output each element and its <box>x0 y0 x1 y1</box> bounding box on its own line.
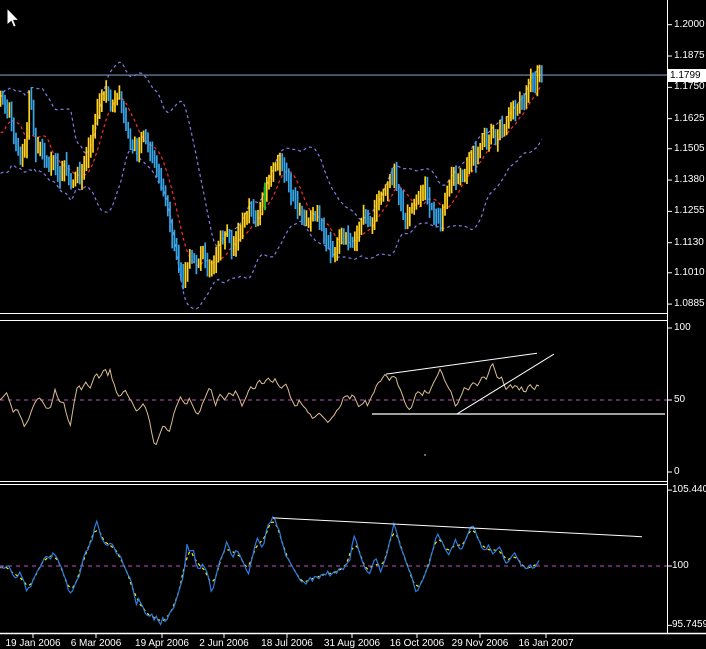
momentum-line <box>0 515 540 626</box>
middle-axis-label: 100 <box>674 322 691 333</box>
bollinger-upper-band <box>0 61 543 249</box>
date-axis-label: 31 Aug 2006 <box>323 638 381 649</box>
bottom-axis-label: 105.4402 <box>672 484 706 496</box>
axis-ticks <box>32 24 672 638</box>
price-axis-label: 1.1875 <box>674 50 705 62</box>
price-axis-label: 1.1505 <box>674 142 705 154</box>
price-axis-label: 1.1130 <box>674 236 704 248</box>
bottom-axis-label: 100 <box>672 560 689 571</box>
panel-frames <box>0 0 706 635</box>
momentum-panel[interactable] <box>0 515 667 626</box>
bottom-axis-label: 95.7459 <box>672 619 706 631</box>
date-axis-label: 6 Mar 2006 <box>70 638 122 649</box>
rsi-panel[interactable] <box>0 352 667 456</box>
rsi-trendline-2[interactable] <box>456 353 555 415</box>
main-price-panel[interactable] <box>0 61 667 310</box>
date-axis-label: 2 Jun 2006 <box>199 638 249 649</box>
price-axis-label: 1.2000 <box>674 18 705 30</box>
price-axis-label: 1.1380 <box>674 174 705 186</box>
price-axis-label: 1.1625 <box>674 112 705 124</box>
date-axis-label: 19 Apr 2006 <box>135 638 189 649</box>
date-axis-label: 18 Jul 2006 <box>261 638 313 649</box>
date-axis-label: 16 Jan 2007 <box>518 638 574 649</box>
middle-axis-label: 0 <box>674 466 680 477</box>
mouse-cursor-icon <box>6 7 21 28</box>
price-axis-label: 1.1010 <box>674 266 705 278</box>
rsi-trendline-1[interactable] <box>385 352 538 375</box>
bollinger-lower-band <box>0 139 543 310</box>
price-axis-label: 1.0885 <box>674 298 705 310</box>
stray-dot <box>424 454 426 456</box>
price-bars-down <box>1 65 543 290</box>
date-axis-label: 19 Jan 2006 <box>5 638 61 649</box>
price-axis-label: 1.1255 <box>674 205 705 217</box>
current-price-tag: 1.1799 <box>668 69 706 82</box>
date-axis-label: 16 Oct 2006 <box>389 638 445 649</box>
rsi-line <box>0 362 540 446</box>
date-axis-label: 29 Nov 2006 <box>451 638 509 649</box>
momentum-trendline[interactable] <box>272 517 643 538</box>
middle-axis-label: 50 <box>674 394 686 405</box>
price-axis-label: 1.1750 <box>674 81 705 93</box>
